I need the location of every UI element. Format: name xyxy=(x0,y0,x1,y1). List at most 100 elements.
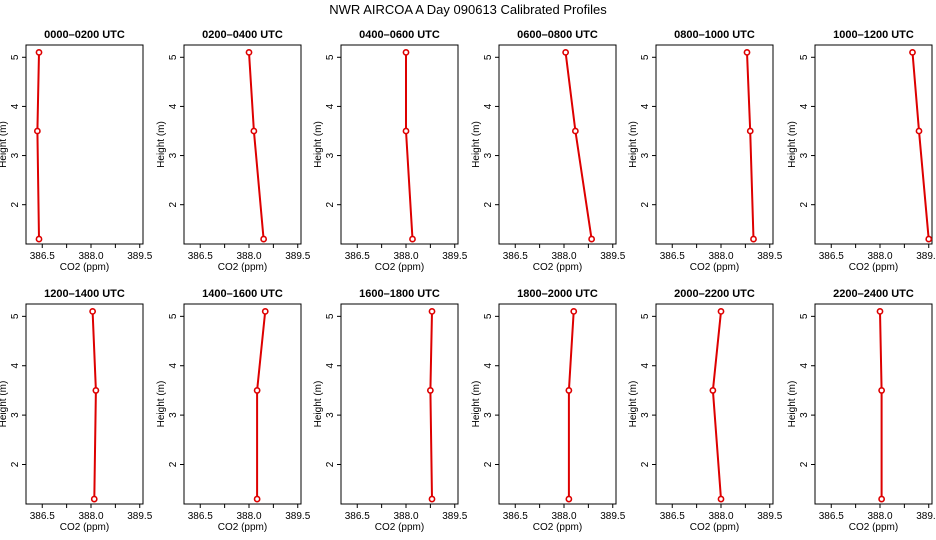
x-tick-label: 388.0 xyxy=(551,511,576,522)
data-point xyxy=(428,308,436,315)
profile-line xyxy=(36,52,40,240)
chart-panel: 2000–2200 UTC 386.5 388.0 389.5 2 3 4 5 CO2 (ppm… xyxy=(628,288,783,533)
panel-title: 0600–0800 UTC xyxy=(517,29,598,41)
y-tick-label: 3 xyxy=(483,412,494,418)
y-tick-label: 2 xyxy=(325,461,336,467)
x-axis-label: CO2 (ppm) xyxy=(60,522,109,533)
data-point xyxy=(570,308,578,315)
plot-frame xyxy=(655,44,774,245)
x-axis-label: CO2 (ppm) xyxy=(375,262,424,273)
y-tick-label: 2 xyxy=(10,201,21,207)
y-tick-label: 3 xyxy=(799,412,810,418)
y-axis-label: Height (m) xyxy=(313,381,324,428)
y-tick-label: 5 xyxy=(168,313,179,319)
y-tick-label: 4 xyxy=(325,103,336,109)
data-point xyxy=(426,387,434,394)
x-tick-label: 386.5 xyxy=(503,251,528,262)
x-tick-label: 388.0 xyxy=(236,511,261,522)
x-tick-label: 389.5 xyxy=(600,251,625,262)
y-tick-label: 2 xyxy=(483,461,494,467)
x-axis-label: CO2 (ppm) xyxy=(218,262,267,273)
plot-frame xyxy=(814,44,933,245)
x-axis-label: CO2 (ppm) xyxy=(218,522,267,533)
profile-line xyxy=(746,52,755,240)
y-tick-label: 5 xyxy=(168,54,179,60)
plot-frame xyxy=(25,303,144,505)
x-axis-label: CO2 (ppm) xyxy=(533,262,582,273)
chart-panel: 1000–1200 UTC 386.5 388.0 389.5 2 3 4 5 CO2 (ppm… xyxy=(787,29,936,273)
x-tick-label: 389.5 xyxy=(916,251,936,262)
x-tick-label: 386.5 xyxy=(660,251,685,262)
profile-line xyxy=(248,52,265,240)
panel-title: 1200–1400 UTC xyxy=(44,288,125,300)
y-tick-label: 4 xyxy=(10,363,21,369)
data-point xyxy=(750,235,757,243)
profile-line xyxy=(711,311,722,500)
x-tick-label: 386.5 xyxy=(503,511,528,522)
plot-frame xyxy=(183,44,302,245)
y-axis-label: Height (m) xyxy=(628,121,639,168)
x-tick-label: 388.0 xyxy=(708,511,733,522)
x-tick-label: 388.0 xyxy=(867,251,892,262)
y-tick-label: 3 xyxy=(325,152,336,158)
x-tick-label: 386.5 xyxy=(345,251,370,262)
y-tick-label: 5 xyxy=(10,313,21,319)
panel-title: 0000–0200 UTC xyxy=(44,29,125,41)
x-tick-label: 389.5 xyxy=(916,511,936,522)
data-point xyxy=(915,127,923,135)
profile-line xyxy=(911,52,930,240)
y-tick-label: 5 xyxy=(325,313,336,319)
y-tick-label: 2 xyxy=(10,461,21,467)
y-axis-label: Height (m) xyxy=(0,121,9,168)
plot-frame xyxy=(340,303,459,505)
y-axis-label: Height (m) xyxy=(156,121,167,168)
x-tick-label: 389.5 xyxy=(757,511,782,522)
profile-line xyxy=(256,311,267,500)
y-tick-label: 4 xyxy=(799,103,810,109)
data-point xyxy=(261,308,269,315)
data-point xyxy=(562,48,570,56)
y-tick-label: 2 xyxy=(799,461,810,467)
y-tick-label: 3 xyxy=(640,152,651,158)
data-point xyxy=(571,127,579,135)
y-tick-label: 2 xyxy=(168,461,179,467)
y-tick-label: 4 xyxy=(483,363,494,369)
panel-title: 2000–2200 UTC xyxy=(674,288,755,300)
y-tick-label: 3 xyxy=(325,412,336,418)
data-point xyxy=(245,48,253,56)
panel-title: 1400–1600 UTC xyxy=(202,288,283,300)
data-point xyxy=(565,387,573,394)
y-tick-label: 3 xyxy=(640,412,651,418)
y-tick-label: 3 xyxy=(483,152,494,158)
y-axis-label: Height (m) xyxy=(0,381,9,428)
data-point xyxy=(565,495,573,503)
x-tick-label: 389.5 xyxy=(285,511,310,522)
panel-title: 2200–2400 UTC xyxy=(833,288,914,300)
chart-panel: 0000–0200 UTC 386.5 388.0 389.5 2 3 4 5 CO2 (ppm… xyxy=(0,29,153,273)
x-tick-label: 386.5 xyxy=(188,251,213,262)
chart-panel: 0600–0800 UTC 386.5 388.0 389.5 2 3 4 5 CO2 (ppm… xyxy=(471,29,626,273)
data-point xyxy=(92,387,100,394)
data-point xyxy=(717,308,725,315)
x-axis-label: CO2 (ppm) xyxy=(849,522,898,533)
data-point xyxy=(709,387,717,394)
data-point xyxy=(878,387,886,394)
plot-frame xyxy=(814,303,933,505)
profile-line xyxy=(429,311,433,500)
data-point xyxy=(588,235,596,243)
y-tick-label: 3 xyxy=(10,412,21,418)
x-tick-label: 388.0 xyxy=(708,251,733,262)
data-point xyxy=(878,495,886,503)
y-tick-label: 5 xyxy=(10,54,21,60)
x-tick-label: 386.5 xyxy=(30,511,55,522)
data-point xyxy=(260,235,268,243)
y-axis-label: Height (m) xyxy=(628,381,639,428)
y-axis-label: Height (m) xyxy=(471,381,482,428)
x-tick-label: 388.0 xyxy=(78,511,103,522)
x-tick-label: 389.5 xyxy=(285,251,310,262)
y-tick-label: 4 xyxy=(640,363,651,369)
y-tick-label: 4 xyxy=(168,103,179,109)
y-axis-label: Height (m) xyxy=(787,121,798,168)
data-point xyxy=(909,48,916,56)
chart-panel: 0800–1000 UTC 386.5 388.0 389.5 2 3 4 5 CO2 (ppm… xyxy=(628,29,783,273)
